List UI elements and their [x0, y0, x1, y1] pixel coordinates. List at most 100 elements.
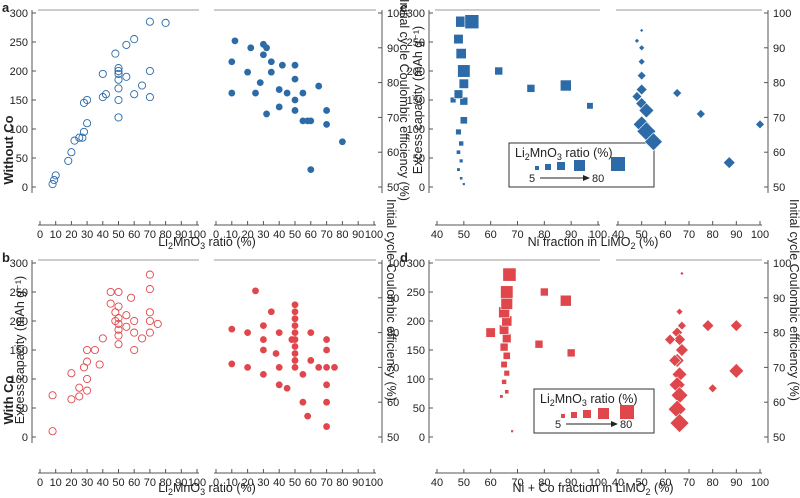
a-y-tick-label: 100: [10, 124, 28, 136]
d-y-tick-label: 100: [407, 374, 425, 386]
d-y-tick-label: 150: [407, 345, 425, 357]
d-point: [540, 287, 549, 297]
d-point: [502, 351, 511, 360]
b-right-point: [291, 357, 299, 364]
c-right-point: [638, 44, 646, 52]
b-right-point: [267, 308, 275, 316]
a-right-point: [275, 86, 283, 93]
a-right-y-tick-label: 50: [387, 182, 399, 194]
d-right-point: [676, 320, 687, 331]
a-right-point: [307, 166, 315, 174]
b-y-tick-label: 150: [10, 345, 28, 357]
a-right-y-tick-label: 60: [387, 147, 399, 159]
b-right-y-tick-label: 100: [387, 258, 405, 270]
c-x-tick-label: 40: [431, 229, 443, 241]
c-x-tick-label: 100: [589, 229, 607, 241]
c-point: [456, 149, 461, 155]
b-point: [114, 331, 123, 340]
b-point: [114, 314, 123, 323]
d-right-x-tick-label: 100: [751, 477, 769, 489]
b-y-tick-label: 250: [10, 287, 28, 299]
c-point: [453, 89, 464, 99]
b-right-point: [260, 370, 267, 378]
legend-c-square-5: [611, 157, 625, 171]
a-x-tick-label: 0: [37, 229, 43, 241]
d-point: [500, 360, 508, 369]
c-point: [458, 158, 464, 164]
legend-c: Li2MnO3 ratio (%) 5 80: [508, 142, 655, 188]
c-right-point: [637, 57, 646, 66]
a-right-point: [228, 89, 236, 97]
c-point: [449, 96, 457, 104]
d-point: [534, 339, 544, 349]
a-point: [161, 18, 170, 27]
a-point: [114, 66, 123, 76]
c-point: [494, 66, 504, 76]
d-point: [500, 285, 514, 299]
legend-c-square-2: [545, 164, 551, 170]
a-point: [75, 133, 84, 142]
d-right-y-tick-label: 80: [773, 328, 785, 340]
a-right-point: [231, 37, 239, 45]
b-right-x-tick-label: 40: [273, 477, 285, 489]
a-x-tick-label: 30: [81, 229, 93, 241]
a-right-point: [256, 79, 264, 86]
d-right-point: [674, 343, 689, 357]
legend-d-title: Li2MnO3 ratio (%): [540, 392, 638, 408]
b-point: [106, 299, 115, 308]
b-point: [130, 316, 139, 326]
a-right-point: [275, 103, 283, 111]
a-right-x-tick-label: 70: [320, 229, 332, 241]
c-right-point: [638, 102, 655, 119]
b-x-tick-label: 60: [128, 477, 140, 489]
b-right-x-tick-label: 90: [352, 477, 364, 489]
b-x-tick-label: 90: [175, 477, 187, 489]
b-right-x-tick-label: 0: [213, 477, 219, 489]
a-y-tick-label: 150: [10, 95, 28, 107]
a-point: [101, 90, 110, 99]
a-point: [145, 66, 154, 76]
c-right-y-tick-label: 90: [773, 43, 785, 55]
c-point: [458, 140, 464, 147]
c-point: [559, 79, 572, 92]
a-point: [114, 69, 123, 78]
b-point: [145, 270, 154, 279]
a-right-point: [291, 96, 299, 104]
b-right-point: [323, 364, 330, 371]
d-right-point: [667, 399, 687, 419]
b-point: [114, 302, 123, 311]
row-label-without-co: Without Co: [1, 115, 16, 184]
a-point: [130, 35, 139, 44]
d-right-point: [729, 319, 743, 333]
a-point: [130, 90, 139, 99]
b-y-tick-label: 100: [10, 374, 28, 386]
b-x-tick-label: 10: [50, 477, 62, 489]
b-x-tick-label: 70: [144, 477, 156, 489]
d-y-tick-label: 50: [413, 403, 425, 415]
a-right-point: [263, 110, 270, 118]
c-point: [459, 116, 468, 125]
b-right-point: [323, 381, 330, 389]
c-y-tick-label: 150: [407, 95, 425, 107]
c-right-x-tick-label: 70: [683, 229, 695, 241]
d-right-x-tick-label: 60: [659, 477, 671, 489]
c-point: [453, 34, 464, 45]
b-point: [114, 319, 123, 328]
c-right-x-tick-label: 90: [730, 229, 742, 241]
c-right-x-tick-label: 100: [751, 229, 769, 241]
b-point: [75, 383, 84, 392]
legend-c-from: 5: [529, 173, 535, 185]
a-point: [98, 69, 107, 78]
c-right-x-tick-label: 60: [659, 229, 671, 241]
ylabel-left-d: Excess capacity (mAh g⁻¹): [13, 276, 27, 424]
d-y-tick-label: 300: [407, 258, 425, 270]
b-x-tick-label: 40: [97, 477, 109, 489]
a-point: [114, 95, 123, 105]
d-point: [566, 348, 576, 358]
b-point: [48, 391, 57, 400]
a-point: [51, 171, 60, 180]
c-point: [457, 64, 471, 78]
d-right-point: [675, 307, 684, 316]
c-right-point: [755, 119, 765, 130]
b-x-tick-label: 100: [188, 477, 206, 489]
